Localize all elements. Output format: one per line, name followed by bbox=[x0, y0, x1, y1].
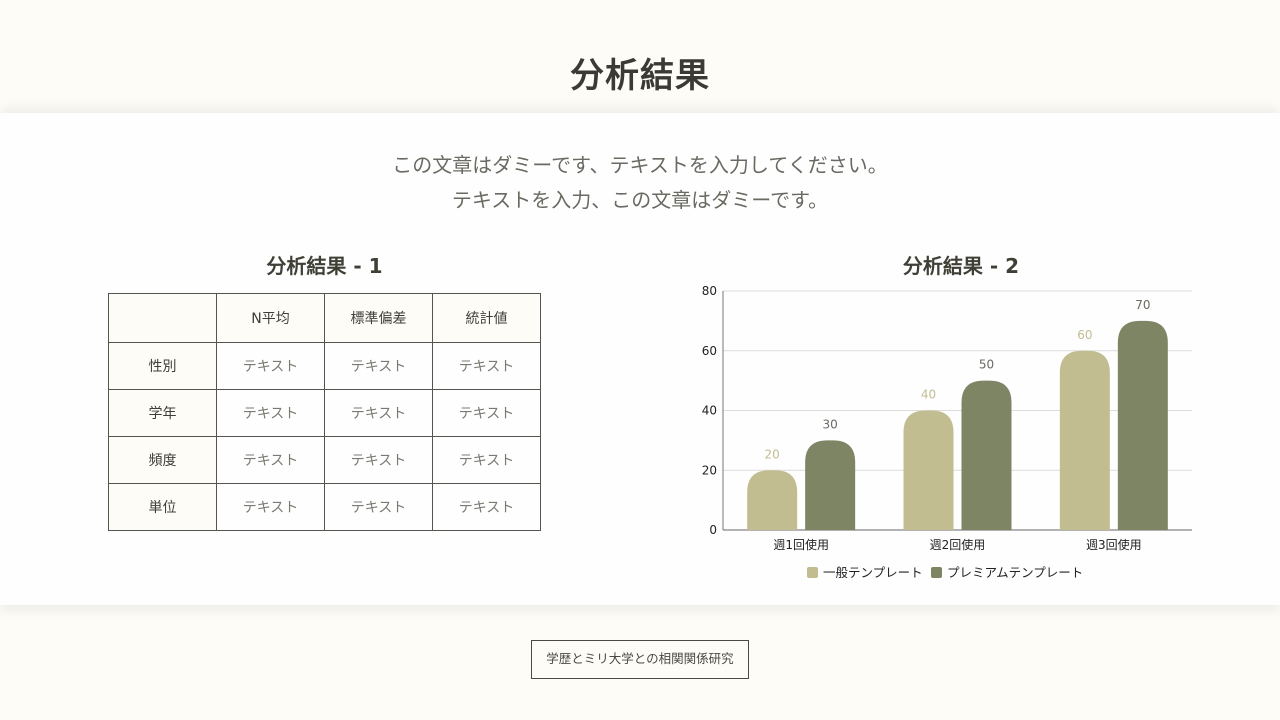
table-cell: テキスト bbox=[216, 436, 325, 484]
table-row: 頻度 テキスト テキスト テキスト bbox=[108, 436, 541, 484]
x-tick-label: 週2回使用 bbox=[930, 537, 986, 552]
legend-label: プレミアムテンプレート bbox=[947, 565, 1083, 580]
table-row: 学年 テキスト テキスト テキスト bbox=[108, 389, 541, 437]
table-cell: テキスト bbox=[432, 436, 541, 484]
row-label: 性別 bbox=[108, 342, 217, 390]
bar bbox=[1059, 350, 1110, 530]
legend-swatch bbox=[931, 567, 942, 578]
bar bbox=[747, 470, 798, 530]
table-header-cell bbox=[108, 293, 217, 343]
stats-table: N平均 標準偏差 統計値 性別 テキスト テキスト テキスト 学年 テキスト テ… bbox=[108, 293, 541, 531]
section-1-title: 分析結果 - 1 bbox=[266, 254, 383, 278]
y-tick-label: 60 bbox=[702, 344, 717, 358]
table-cell: テキスト bbox=[432, 483, 541, 531]
table-cell: テキスト bbox=[216, 389, 325, 437]
bar bbox=[961, 380, 1012, 530]
row-label: 単位 bbox=[108, 483, 217, 531]
table-cell: テキスト bbox=[324, 342, 433, 390]
x-tick-label: 週3回使用 bbox=[1086, 537, 1142, 552]
bar-value-label: 60 bbox=[1077, 328, 1092, 342]
bar-value-label: 20 bbox=[765, 447, 780, 461]
footer-tag: 学歴とミリ大学との相関関係研究 bbox=[531, 640, 749, 679]
header: 分析結果 bbox=[0, 0, 1280, 112]
intro-line-2: テキストを入力、この文章はダミーです。 bbox=[451, 188, 829, 212]
bar-value-label: 40 bbox=[921, 388, 936, 402]
y-tick-label: 80 bbox=[702, 284, 717, 298]
bar-value-label: 50 bbox=[979, 358, 994, 372]
intro-line-1: この文章はダミーです、テキストを入力してください。 bbox=[392, 153, 888, 177]
table-cell: テキスト bbox=[324, 436, 433, 484]
bar bbox=[805, 440, 856, 530]
bar-value-label: 30 bbox=[823, 417, 838, 431]
legend-swatch bbox=[807, 567, 818, 578]
intro-text: この文章はダミーです、テキストを入力してください。 テキストを入力、この文章はダ… bbox=[0, 148, 1280, 218]
table-cell: テキスト bbox=[432, 389, 541, 437]
table-header-cell: N平均 bbox=[216, 293, 325, 343]
table-header-cell: 統計値 bbox=[432, 293, 541, 343]
table-cell: テキスト bbox=[432, 342, 541, 390]
bar bbox=[1117, 320, 1168, 530]
row-label: 学年 bbox=[108, 389, 217, 437]
table-row: 単位 テキスト テキスト テキスト bbox=[108, 483, 541, 531]
table-cell: テキスト bbox=[216, 483, 325, 531]
y-tick-label: 0 bbox=[709, 523, 717, 537]
page-title: 分析結果 bbox=[570, 56, 710, 96]
section-2-title: 分析結果 - 2 bbox=[902, 254, 1020, 278]
bar bbox=[903, 410, 954, 530]
table-cell: テキスト bbox=[216, 342, 325, 390]
table-header-cell: 標準偏差 bbox=[324, 293, 433, 343]
table-cell: テキスト bbox=[324, 483, 433, 531]
row-label: 頻度 bbox=[108, 436, 217, 484]
x-tick-label: 週1回使用 bbox=[773, 537, 829, 552]
table-cell: テキスト bbox=[324, 389, 433, 437]
table-row: 性別 テキスト テキスト テキスト bbox=[108, 342, 541, 390]
y-tick-label: 40 bbox=[702, 404, 717, 418]
y-tick-label: 20 bbox=[702, 463, 717, 477]
bar-value-label: 70 bbox=[1135, 298, 1150, 312]
legend-label: 一般テンプレート bbox=[823, 565, 923, 580]
bar-chart: 0 20 40 60 80 20 30 週1回使用 40 50 週2回使用 60 70 週3回使用一般テン… bbox=[702, 284, 1192, 580]
table-header-row: N平均 標準偏差 統計値 bbox=[108, 293, 541, 343]
